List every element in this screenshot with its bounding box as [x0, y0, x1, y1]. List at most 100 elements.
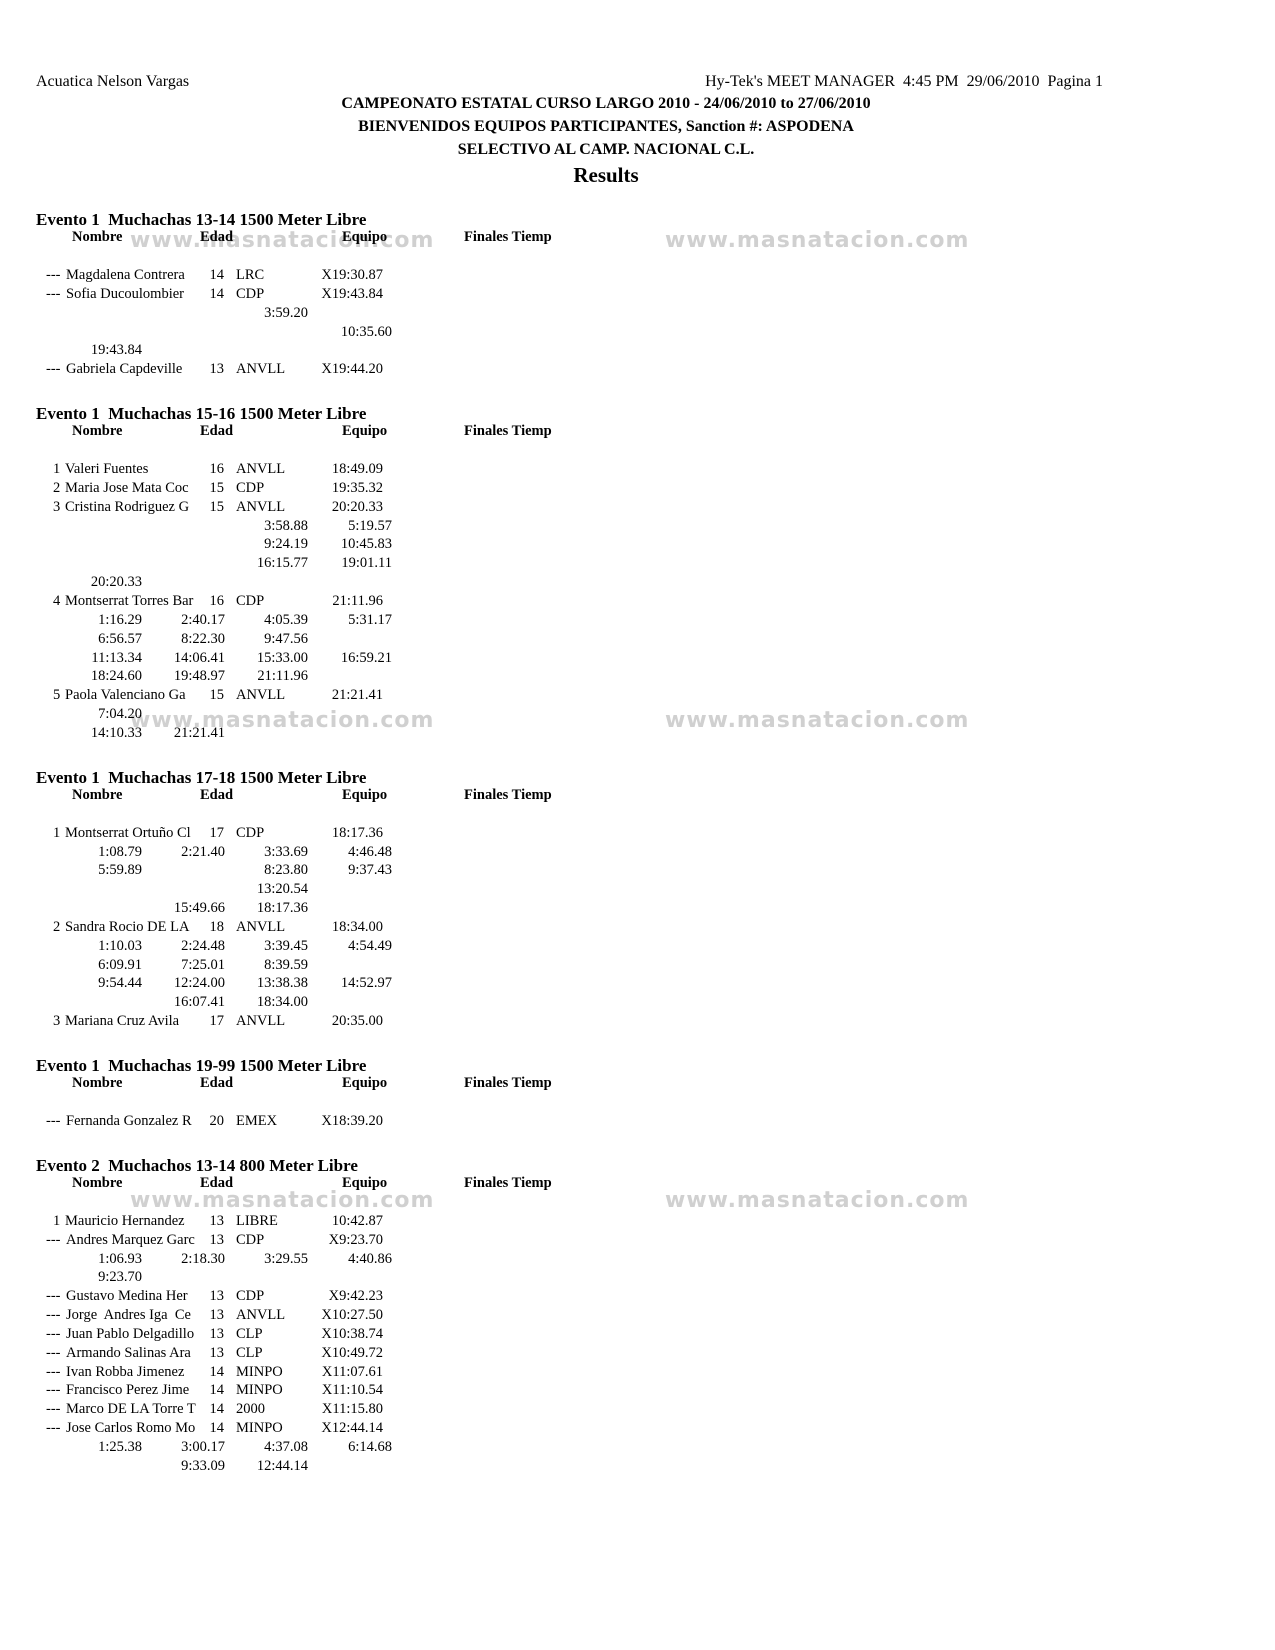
results-heading: Results [573, 163, 639, 187]
split-time: 9:47.56 [264, 630, 308, 647]
split-time: 2:18.30 [181, 1250, 225, 1267]
split-time: 5:31.17 [348, 611, 392, 628]
split-time: 8:39.59 [264, 956, 308, 973]
team: ANVLL [236, 687, 286, 704]
age: 16 [209, 461, 225, 478]
final-time: 18:34.00 [331, 918, 383, 935]
age: 14 [209, 267, 225, 283]
split-time: 5:59.89 [98, 862, 142, 879]
swimmer-name: Andres Marquez Garc [66, 1231, 195, 1248]
age: 13 [209, 361, 225, 378]
split-time: 4:05.39 [264, 611, 308, 628]
final-time: X11:07.61 [321, 1363, 383, 1380]
spacer [0, 248, 1275, 267]
final-time: 19:35.32 [331, 479, 383, 496]
place: 5 [53, 687, 61, 704]
split-time: 19:01.11 [341, 555, 392, 572]
split-time: 14:06.41 [173, 649, 225, 666]
swimmer-name: Gabriela Capdeville [66, 361, 183, 378]
final-time: X11:15.80 [321, 1401, 383, 1418]
age: 15 [209, 479, 225, 496]
meet-selective: SELECTIVO AL CAMP. NACIONAL C.L. [457, 141, 755, 158]
final-time: X12:44.14 [321, 1420, 383, 1437]
swimmer-name: Juan Pablo Delgadillo [66, 1325, 195, 1342]
age: 13 [209, 1231, 225, 1248]
result-row: 3 Cristina Rodriguez G 15 ANVLL 20:20.33 [0, 499, 1275, 518]
split-time: 15:49.66 [173, 900, 225, 917]
final-time: X11:10.54 [321, 1382, 383, 1399]
column-header-time: Finales Tiemp [464, 1075, 552, 1091]
event-title-row: Evento 2 Muchachos 13-14 800 Meter Libre [0, 1156, 1275, 1175]
split-time: 2:21.40 [181, 843, 225, 860]
split-time: 1:25.38 [98, 1438, 142, 1455]
swimmer-name: Jorge Andres Iga Ce [66, 1307, 191, 1324]
split-time: 10:35.60 [340, 323, 392, 340]
result-row: --- Marco DE LA Torre T 14 2000 X11:15.80 [0, 1401, 1275, 1420]
column-header-team: Equipo [342, 786, 388, 803]
result-row: --- Juan Pablo Delgadillo 13 CLP X10:38.74 [0, 1326, 1275, 1345]
place: 1 [53, 461, 61, 478]
spacer [0, 380, 1275, 404]
result-row: --- Sofia Ducoulombier 14 CDP X19:43.84 [0, 286, 1275, 305]
split-time: 10:45.83 [340, 536, 392, 553]
split-time: 2:24.48 [181, 937, 225, 954]
result-row: --- Gustavo Medina Her 13 CDP X9:42.23 [0, 1288, 1275, 1307]
place: 1 [53, 824, 61, 841]
final-time: X18:39.20 [321, 1113, 383, 1129]
team: 2000 [236, 1401, 265, 1418]
split-time: 11:13.34 [91, 649, 142, 666]
spacer [0, 1032, 1275, 1056]
result-row: 3 Mariana Cruz Avila 17 ANVLL 20:35.00 [0, 1013, 1275, 1032]
split-time: 3:59.20 [264, 304, 308, 321]
split-row: 19:43.84 [0, 342, 1275, 361]
team: CDP [236, 592, 265, 609]
team: ANVLL [236, 361, 286, 378]
split-time: 6:56.57 [98, 630, 142, 647]
split-time: 9:37.43 [348, 862, 392, 879]
team: ANVLL [236, 918, 286, 935]
final-time: X9:42.23 [328, 1288, 383, 1305]
event-title: Evento 1 Muchachas 13-14 1500 Meter Libr… [36, 210, 367, 229]
event-title-row: Evento 1 Muchachas 17-18 1500 Meter Libr… [0, 768, 1275, 787]
team: CDP [236, 479, 265, 496]
swimmer-name: Gustavo Medina Her [66, 1288, 188, 1305]
result-row: --- Andres Marquez Garc 13 CDP X9:23.70 [0, 1232, 1275, 1251]
result-row: --- Francisco Perez Jime 14 MINPO X11:10.54 [0, 1382, 1275, 1401]
age: 13 [209, 1325, 225, 1342]
swimmer-name: Montserrat Torres Bar [65, 592, 194, 609]
event-section: Evento 1 Muchachas 15-16 1500 Meter Libr… [0, 404, 1275, 768]
age: 13 [209, 1288, 225, 1305]
split-time: 7:04.20 [98, 706, 142, 723]
place: --- [46, 1288, 61, 1305]
event-title-row: Evento 1 Muchachas 15-16 1500 Meter Libr… [0, 404, 1275, 423]
place: --- [46, 361, 61, 378]
split-time: 9:24.19 [264, 536, 308, 553]
split-time: 9:23.70 [98, 1269, 142, 1286]
split-row: 6:56.57 8:22.30 9:47.56 [0, 631, 1275, 650]
final-time: X19:43.84 [321, 285, 383, 302]
swimmer-name: Montserrat Ortuño Cl [65, 824, 191, 841]
spacer [0, 1094, 1275, 1113]
swimmer-name: Mauricio Hernandez [65, 1212, 185, 1229]
split-time: 9:54.44 [98, 975, 142, 992]
split-time: 12:24.00 [173, 975, 225, 992]
split-time: 8:22.30 [181, 630, 225, 647]
place: --- [46, 1231, 61, 1248]
split-time: 3:39.45 [264, 937, 308, 954]
place: --- [46, 1325, 61, 1342]
age: 14 [209, 1363, 225, 1380]
final-time: 21:21.41 [331, 687, 383, 704]
team: CDP [236, 1288, 265, 1305]
column-header-time: Finales Tiemp [464, 229, 552, 245]
team: CDP [236, 1231, 265, 1248]
column-headers: Nombre Edad Equipo Finales Tiemp [0, 1175, 1275, 1194]
result-row: 1 Mauricio Hernandez 13 LIBRE 10:42.87 [0, 1213, 1275, 1232]
split-row: 1:25.38 3:00.17 4:37.08 6:14.68 [0, 1439, 1275, 1458]
split-time: 1:06.93 [98, 1250, 142, 1267]
event-title: Evento 2 Muchachos 13-14 800 Meter Libre [36, 1155, 358, 1175]
split-row: 20:20.33 [0, 574, 1275, 593]
place: --- [46, 1363, 61, 1380]
age: 15 [209, 498, 225, 515]
final-time: 20:35.00 [331, 1013, 383, 1030]
